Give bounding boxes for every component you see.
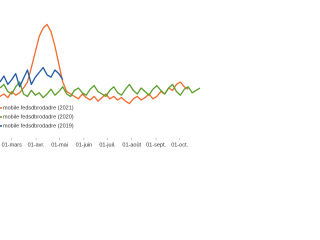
legend-label: mobile fedsdbrodadre (2019) [3, 123, 74, 129]
line-series [0, 66, 64, 88]
x-tick-label: 01-juin [76, 142, 93, 148]
line-series [0, 23, 189, 105]
x-tick-label: 01-sept. [146, 142, 166, 148]
page: {"chart_data": {"type": "line", "x": [45… [0, 0, 200, 150]
x-tick-label: 01-août [122, 142, 141, 148]
legend-label: mobile fedsdbrodadre (2021) [3, 105, 74, 111]
x-tick-label: 01-avr. [28, 142, 45, 148]
chart: 01-mars 01-avr. 01-mai 01-juin 01-juil. 01-ao… [0, 23, 200, 148]
x-tick-label: 01-juil. [99, 142, 116, 148]
legend-label: mobile fedsdbrodadre (2020) [3, 114, 74, 120]
x-tick-label: 01-mars [2, 142, 22, 148]
x-tick-label: 01-oct. [171, 142, 188, 148]
line-series [0, 81, 200, 99]
x-tick-label: 01-mai [51, 142, 68, 148]
